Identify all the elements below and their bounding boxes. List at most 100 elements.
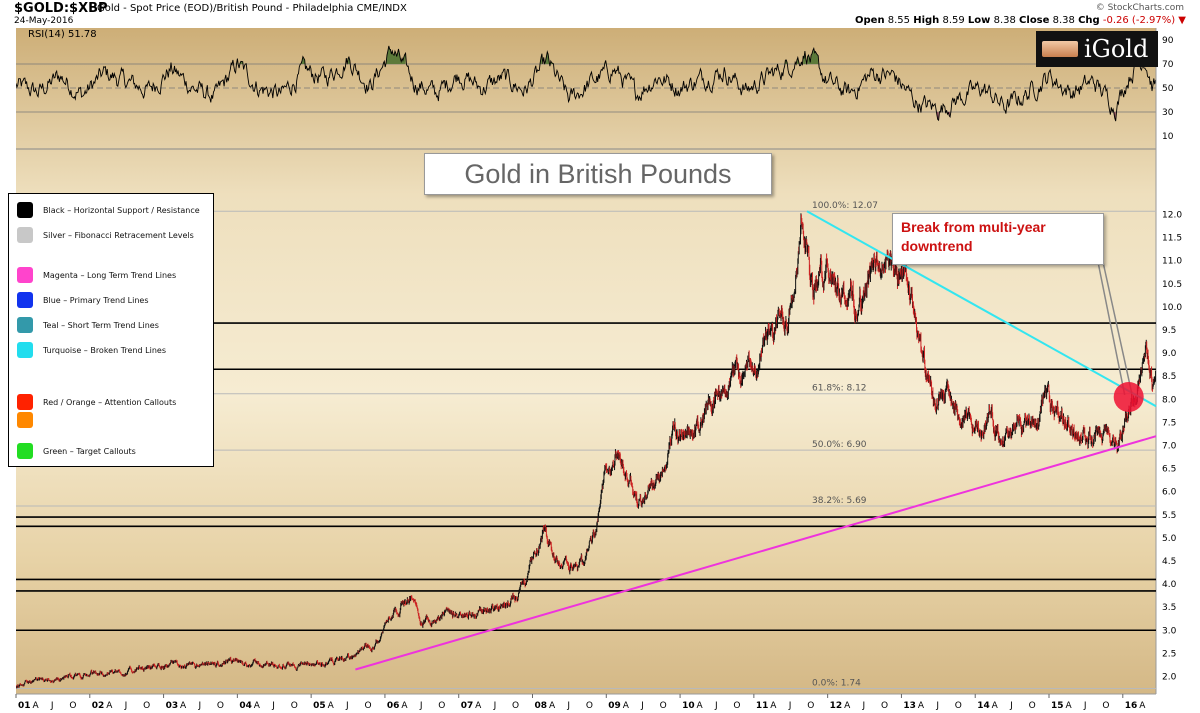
fibonacci-level-label: 100.0%: 12.07 [812, 201, 878, 211]
rsi-oversold-fill [936, 112, 939, 121]
fibonacci-level-label: 38.2%: 5.69 [812, 496, 867, 506]
rsi-tick-label: 70 [1162, 60, 1174, 70]
month-tick-label: J [419, 701, 423, 711]
chart-symbol: $GOLD:$XBP [14, 1, 108, 16]
price-tick-label: 5.5 [1162, 511, 1176, 521]
legend-label: Teal – Short Term Trend Lines [43, 320, 159, 330]
year-tick-label: 03 [166, 701, 179, 711]
price-tick-label: 5.0 [1162, 534, 1177, 544]
month-tick-label: A [328, 701, 335, 711]
month-tick-label: A [844, 701, 851, 711]
rsi-panel: 10 30 50 70 90 [16, 36, 1174, 150]
legend-swatch-icon [17, 317, 33, 333]
igold-logo: iGold [1036, 31, 1158, 67]
month-tick-label: A [992, 701, 999, 711]
year-tick-label: 07 [461, 701, 474, 711]
month-tick-label: J [124, 701, 128, 711]
month-tick-label: O [364, 701, 371, 711]
legend-label: Green – Target Callouts [43, 446, 136, 456]
open-value: 8.55 [887, 15, 911, 26]
month-tick-label: O [438, 701, 445, 711]
month-tick-label: J [1083, 701, 1087, 711]
month-tick-label: A [32, 701, 39, 711]
month-tick-label: A [254, 701, 261, 711]
legend-box: Black – Horizontal Support / Resistance S… [8, 193, 214, 467]
month-tick-label: O [807, 701, 814, 711]
long-term-trend-line [355, 435, 1157, 671]
price-tick-label: 6.5 [1162, 465, 1176, 475]
month-tick-label: J [566, 701, 570, 711]
fibonacci-level-label: 61.8%: 8.12 [812, 384, 867, 394]
high-label: High [913, 15, 940, 26]
price-tick-label: 8.0 [1162, 395, 1177, 405]
year-tick-label: 06 [387, 701, 400, 711]
month-tick-label: O [291, 701, 298, 711]
high-value: 8.59 [942, 15, 965, 26]
legend-item: Turquoise – Broken Trend Lines [17, 342, 166, 358]
month-tick-label: O [955, 701, 962, 711]
price-tick-label: 4.5 [1162, 557, 1176, 567]
year-tick-label: 12 [830, 701, 843, 711]
price-tick-label: 11.0 [1162, 257, 1182, 267]
broken-trend-line [806, 210, 1157, 408]
month-tick-label: J [1009, 701, 1013, 711]
year-tick-label: 08 [535, 701, 548, 711]
month-tick-label: O [586, 701, 593, 711]
month-tick-label: A [623, 701, 630, 711]
close-value: 8.38 [1052, 15, 1075, 26]
legend-swatch-icon [17, 227, 33, 243]
open-label: Open [855, 15, 885, 26]
year-tick-label: 15 [1051, 701, 1064, 711]
legend-label: Silver – Fibonacci Retracement Levels [43, 230, 194, 240]
price-tick-label: 3.5 [1162, 603, 1176, 613]
fibonacci-level-label: 0.0%: 1.74 [812, 678, 861, 688]
price-tick-label: 9.0 [1162, 349, 1177, 359]
legend-item: Magenta – Long Term Trend Lines [17, 267, 176, 283]
month-tick-label: O [69, 701, 76, 711]
price-tick-label: 8.5 [1162, 372, 1176, 382]
month-tick-label: A [770, 701, 777, 711]
rsi-line [16, 45, 1156, 122]
month-tick-label: O [512, 701, 519, 711]
month-tick-label: A [697, 701, 704, 711]
month-tick-label: J [50, 701, 54, 711]
month-tick-label: J [714, 701, 718, 711]
month-tick-label: A [1139, 701, 1146, 711]
date-axis: 01 A J O 02 A J O 03 A J O 04 A J O 05 A J O 06 A J O 07 A J O 08 A J O… [15, 693, 1156, 711]
month-tick-label: J [935, 701, 939, 711]
legend-item: Teal – Short Term Trend Lines [17, 317, 159, 333]
year-tick-label: 14 [977, 701, 990, 711]
month-tick-label: J [862, 701, 866, 711]
callout-pointer [1097, 261, 1126, 396]
price-tick-label: 7.5 [1162, 418, 1176, 428]
legend-label: Red / Orange – Attention Callouts [43, 397, 177, 407]
legend-item [17, 412, 43, 428]
rsi-indicator-label: RSI(14) 51.78 [28, 29, 97, 40]
year-tick-label: 11 [756, 701, 769, 711]
legend-swatch-icon [17, 412, 33, 428]
legend-swatch-icon [17, 202, 33, 218]
month-tick-label: J [271, 701, 275, 711]
price-tick-label: 12.0 [1162, 210, 1182, 220]
legend-item: Blue – Primary Trend Lines [17, 292, 149, 308]
rsi-tick-label: 10 [1162, 132, 1174, 142]
legend-label: Magenta – Long Term Trend Lines [43, 270, 177, 280]
price-panel: 2.0 2.5 3.0 3.5 4.0 4.5 5.0 5.5 6.0 6.5 7.0 7.5 8.0 8… [16, 28, 1182, 694]
legend-swatch-icon [17, 443, 33, 459]
month-tick-label: O [733, 701, 740, 711]
year-tick-label: 04 [239, 701, 252, 711]
rsi-tick-label: 90 [1162, 36, 1174, 46]
legend-swatch-icon [17, 267, 33, 283]
price-tick-label: 11.5 [1162, 234, 1182, 244]
attention-marker [1113, 381, 1144, 412]
month-tick-label: J [493, 701, 497, 711]
legend-label: Blue – Primary Trend Lines [43, 295, 149, 305]
month-tick-label: O [660, 701, 667, 711]
month-tick-label: J [640, 701, 644, 711]
low-label: Low [967, 15, 991, 26]
month-tick-label: A [401, 701, 408, 711]
legend-swatch-icon [17, 292, 33, 308]
price-tick-label: 4.0 [1162, 580, 1177, 590]
year-tick-label: 05 [313, 701, 326, 711]
year-tick-label: 16 [1125, 701, 1138, 711]
